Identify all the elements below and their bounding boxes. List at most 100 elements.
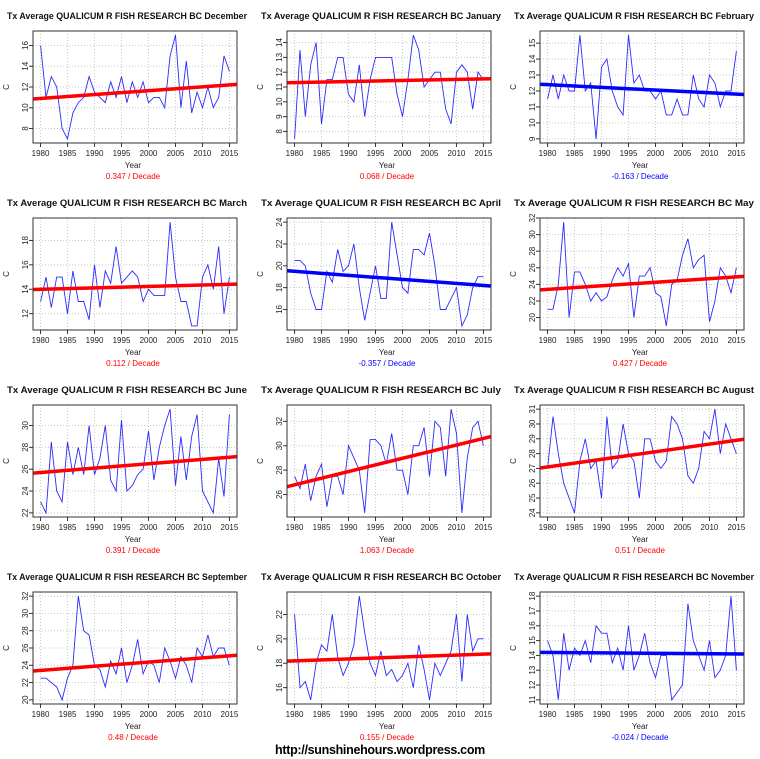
x-tick-label: 1995 — [620, 149, 638, 158]
chart-panel: Tx Average QUALICUM R FISH RESEARCH BC M… — [0, 187, 253, 373]
x-axis-label: Year — [632, 722, 649, 731]
y-tick-label: 14 — [21, 61, 30, 70]
data-series-line — [547, 596, 737, 702]
y-axis-label: C — [509, 84, 518, 90]
x-tick-label: 1980 — [32, 336, 50, 345]
trend-per-decade-label: 0.347 / Decade — [106, 172, 161, 181]
chart-panel: Tx Average QUALICUM R FISH RESEARCH BC D… — [0, 0, 253, 186]
x-tick-label: 1995 — [113, 336, 131, 345]
y-tick-label: 30 — [21, 421, 30, 430]
y-tick-label: 29 — [528, 434, 537, 443]
x-tick-label: 2010 — [448, 149, 466, 158]
y-tick-label: 28 — [21, 626, 30, 635]
y-tick-label: 24 — [528, 508, 537, 517]
x-tick-label: 1995 — [367, 523, 385, 532]
y-tick-label: 28 — [528, 246, 537, 255]
y-tick-label: 16 — [21, 41, 30, 50]
x-tick-label: 2005 — [674, 336, 692, 345]
trend-per-decade-label: -0.024 / Decade — [612, 733, 669, 742]
x-tick-label: 1985 — [313, 710, 331, 719]
y-tick-label: 16 — [21, 260, 30, 269]
x-tick-label: 1980 — [539, 336, 557, 345]
x-tick-label: 2000 — [394, 710, 412, 719]
y-axis-label: C — [2, 458, 11, 464]
y-tick-label: 12 — [21, 309, 30, 318]
y-tick-label: 22 — [275, 239, 284, 248]
y-tick-label: 15 — [528, 636, 537, 645]
x-tick-label: 1990 — [593, 336, 611, 345]
x-tick-label: 1995 — [113, 149, 131, 158]
y-tick-label: 9 — [528, 136, 537, 141]
x-axis-label: Year — [379, 348, 396, 357]
x-tick-label: 2000 — [647, 149, 665, 158]
y-tick-label: 27 — [528, 463, 537, 472]
y-tick-label: 28 — [21, 442, 30, 451]
data-series-line — [547, 222, 737, 326]
chart-title: Tx Average QUALICUM R FISH RESEARCH BC S… — [7, 572, 247, 583]
data-series-line — [294, 596, 484, 701]
x-axis-label: Year — [125, 348, 142, 357]
x-tick-label: 1990 — [86, 523, 104, 532]
x-tick-label: 1985 — [59, 336, 77, 345]
y-tick-label: 9 — [275, 114, 284, 119]
y-tick-label: 16 — [528, 621, 537, 630]
trend-per-decade-label: 0.427 / Decade — [613, 359, 668, 368]
y-tick-label: 20 — [528, 313, 537, 322]
y-tick-label: 24 — [528, 279, 537, 288]
y-tick-label: 18 — [528, 591, 537, 600]
x-tick-label: 2015 — [221, 336, 239, 345]
x-tick-label: 1990 — [340, 149, 358, 158]
x-tick-label: 1980 — [539, 149, 557, 158]
chart-title: Tx Average QUALICUM R FISH RESEARCH BC M… — [7, 198, 247, 209]
x-tick-label: 2015 — [475, 149, 493, 158]
y-tick-label: 22 — [275, 609, 284, 618]
y-tick-label: 13 — [528, 70, 537, 79]
trend-line — [33, 82, 237, 101]
plot-frame — [286, 217, 492, 331]
x-tick-label: 2005 — [167, 710, 185, 719]
chart-title: Tx Average QUALICUM R FISH RESEARCH BC J… — [261, 11, 502, 22]
x-axis-label: Year — [125, 535, 142, 544]
chart-panel: Tx Average QUALICUM R FISH RESEARCH BC J… — [254, 0, 507, 186]
chart-svg: Tx Average QUALICUM R FISH RESEARCH BC M… — [2, 198, 247, 368]
chart-title: Tx Average QUALICUM R FISH RESEARCH BC A… — [514, 385, 755, 396]
y-tick-label: 11 — [528, 695, 537, 704]
y-axis-label: C — [509, 458, 518, 464]
chart-title: Tx Average QUALICUM R FISH RESEARCH BC J… — [261, 385, 502, 396]
x-axis-label: Year — [379, 535, 396, 544]
x-axis-label: Year — [632, 161, 649, 170]
plot-frame — [286, 591, 492, 705]
y-tick-label: 22 — [21, 508, 30, 517]
chart-panel: Tx Average QUALICUM R FISH RESEARCH BC A… — [254, 187, 507, 373]
plot-frame — [32, 591, 238, 705]
chart-svg: Tx Average QUALICUM R FISH RESEARCH BC D… — [2, 11, 247, 181]
plot-frame — [32, 30, 238, 144]
chart-title: Tx Average QUALICUM R FISH RESEARCH BC N… — [514, 572, 754, 583]
x-tick-label: 1995 — [113, 523, 131, 532]
y-axis-label: C — [509, 271, 518, 277]
y-tick-label: 18 — [275, 658, 284, 667]
x-tick-label: 2005 — [167, 336, 185, 345]
chart-title: Tx Average QUALICUM R FISH RESEARCH BC M… — [514, 198, 755, 209]
x-tick-label: 2010 — [194, 336, 212, 345]
y-axis-label: C — [2, 84, 11, 90]
chart-panel: Tx Average QUALICUM R FISH RESEARCH BC S… — [0, 561, 253, 747]
data-series-line — [294, 222, 484, 328]
y-tick-label: 26 — [528, 478, 537, 487]
y-tick-label: 32 — [528, 213, 537, 222]
x-tick-label: 2000 — [394, 523, 412, 532]
x-tick-label: 2005 — [421, 149, 439, 158]
x-tick-label: 2010 — [701, 523, 719, 532]
y-axis-label: C — [256, 84, 265, 90]
x-tick-label: 1985 — [59, 523, 77, 532]
watermark-url: http://sunshinehours.wordpress.com — [275, 743, 485, 757]
x-tick-label: 1990 — [340, 710, 358, 719]
x-tick-label: 1995 — [620, 336, 638, 345]
x-tick-label: 1995 — [367, 336, 385, 345]
x-tick-label: 1980 — [286, 523, 304, 532]
x-tick-label: 2015 — [221, 523, 239, 532]
plot-frame — [286, 404, 492, 518]
x-tick-label: 2005 — [421, 523, 439, 532]
x-tick-label: 1995 — [367, 149, 385, 158]
y-tick-label: 30 — [528, 230, 537, 239]
